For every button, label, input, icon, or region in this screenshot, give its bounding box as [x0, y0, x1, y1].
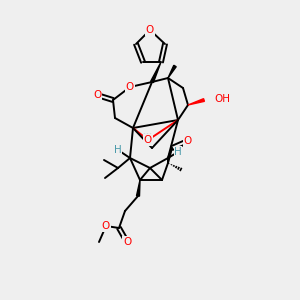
Text: O: O [93, 90, 101, 100]
Text: H: H [174, 147, 182, 157]
Text: OH: OH [214, 94, 230, 104]
Text: O: O [146, 25, 154, 35]
Text: O: O [102, 221, 110, 231]
Polygon shape [188, 99, 204, 105]
Text: O: O [144, 135, 152, 145]
Text: O: O [184, 136, 192, 146]
Polygon shape [168, 65, 176, 78]
Text: H: H [114, 145, 122, 155]
Text: O: O [123, 237, 131, 247]
Polygon shape [151, 62, 161, 82]
Polygon shape [136, 180, 140, 196]
Text: O: O [126, 82, 134, 92]
